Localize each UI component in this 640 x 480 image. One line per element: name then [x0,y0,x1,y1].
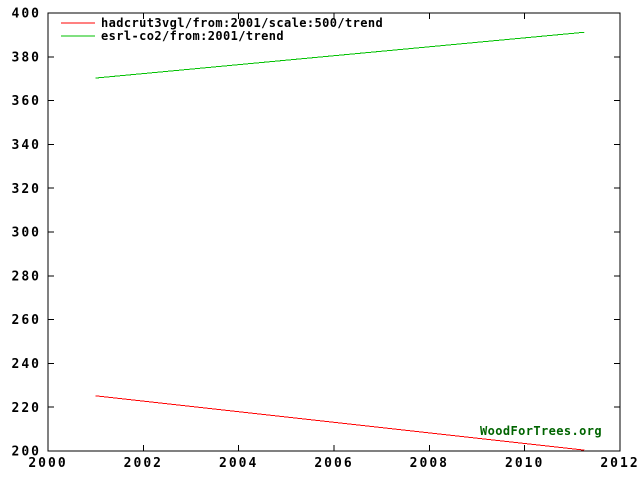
x-tick-label: 2004 [219,456,258,471]
x-tick-label: 2000 [28,456,67,471]
y-tick-label: 320 [12,182,41,197]
plot-frame [47,12,621,452]
watermark-text: WoodForTrees.org [480,424,602,438]
x-tick-label: 2008 [410,456,449,471]
series-line-0 [95,395,585,451]
series-line-1 [95,31,585,79]
y-tick-label: 360 [12,94,41,109]
legend-label-1: esrl-co2/from:2001/trend [101,29,284,43]
y-tick-label: 280 [12,269,41,284]
x-tick-label: 2006 [314,456,353,471]
y-tick-label: 200 [12,445,41,460]
y-tick-label: 400 [12,7,41,22]
y-tick-label: 220 [12,401,41,416]
y-tick-label: 240 [12,357,41,372]
y-tick-label: 300 [12,226,41,241]
x-tick-label: 2012 [600,456,639,471]
y-tick-label: 380 [12,50,41,65]
x-tick-label: 2002 [124,456,163,471]
legend-label-0: hadcrut3vgl/from:2001/scale:500/trend [101,16,383,30]
x-tick-label: 2010 [505,456,544,471]
y-tick-label: 340 [12,138,41,153]
y-tick-label: 260 [12,313,41,328]
